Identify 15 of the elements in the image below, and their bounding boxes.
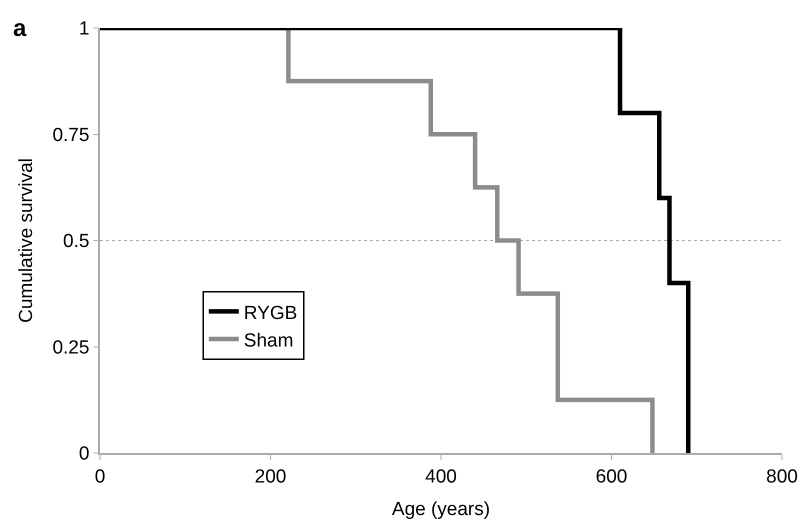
- text: a: [13, 15, 27, 42]
- y-tick-label: 0: [78, 444, 90, 465]
- y-axis-title: Cumulative survival: [16, 158, 37, 323]
- legend-label: RYGB: [244, 302, 298, 324]
- x-tick-label: 0: [94, 466, 106, 488]
- x-tick-label: 400: [425, 466, 457, 488]
- legend-label: Sham: [244, 330, 294, 352]
- x-tick-label: 600: [596, 466, 628, 488]
- y-tick-label: 0.5: [63, 231, 90, 252]
- y-tick-label: 0.25: [52, 337, 90, 358]
- y-tick-label: 1: [78, 18, 90, 40]
- x-tick-label: 200: [254, 466, 286, 488]
- x-tick-label: 800: [766, 466, 798, 488]
- y-tick-label: 0.75: [52, 124, 90, 146]
- x-axis-title: Age (years): [392, 498, 490, 520]
